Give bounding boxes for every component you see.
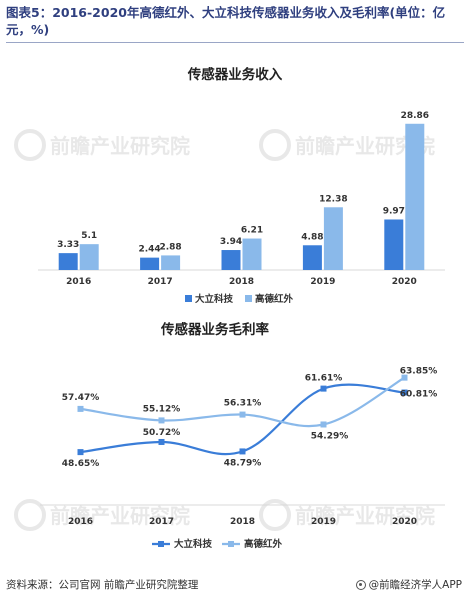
bar-x-tick-2017: 2017 bbox=[148, 277, 173, 287]
line-point-gaode-2017 bbox=[158, 417, 165, 424]
bar-x-tick-2018: 2018 bbox=[229, 277, 254, 287]
bar-label-gaode-2020: 28.86 bbox=[401, 111, 429, 121]
line-legend-label-0: 大立科技 bbox=[174, 538, 213, 550]
line-label-dali-2018: 48.79% bbox=[224, 458, 262, 468]
line-point-gaode-2019 bbox=[320, 421, 327, 428]
watermark-text: 前瞻产业研究院 bbox=[50, 504, 190, 528]
watermark-text: 前瞻产业研究院 bbox=[295, 504, 435, 528]
bar-x-tick-2016: 2016 bbox=[66, 277, 91, 287]
line-x-tick-2019: 2019 bbox=[311, 517, 336, 527]
bar-gaode-2019 bbox=[323, 207, 343, 270]
watermark-logo bbox=[14, 499, 46, 531]
bar-gaode-2020 bbox=[405, 123, 425, 270]
line-x-tick-2020: 2020 bbox=[392, 517, 417, 527]
line-point-dali-2017 bbox=[158, 438, 165, 445]
line-label-gaode-2019: 54.29% bbox=[311, 431, 349, 441]
bar-dali-2020 bbox=[384, 219, 404, 270]
bar-gaode-2018 bbox=[242, 238, 262, 270]
line-label-dali-2016: 48.65% bbox=[62, 459, 100, 469]
bar-x-tick-2019: 2019 bbox=[310, 277, 335, 287]
line-label-dali-2020: 60.81% bbox=[400, 390, 438, 400]
bar-gaode-2017 bbox=[161, 255, 181, 270]
line-x-tick-2017: 2017 bbox=[149, 517, 174, 527]
line-point-gaode-2018 bbox=[239, 411, 246, 418]
watermark-text: 前瞻产业研究院 bbox=[50, 134, 190, 158]
bar-dali-2019 bbox=[302, 245, 322, 270]
bar-chart-title: 传感器业务收入 bbox=[187, 66, 283, 83]
line-point-gaode-2016 bbox=[77, 405, 84, 412]
bar-x-tick-2020: 2020 bbox=[392, 277, 417, 287]
line-point-dali-2018 bbox=[239, 448, 246, 455]
bar-label-dali-2019: 4.88 bbox=[301, 232, 323, 242]
line-point-dali-2019 bbox=[320, 385, 327, 392]
bar-legend-swatch-0 bbox=[185, 295, 192, 302]
line-dali bbox=[80, 383, 405, 456]
brand-text: @前瞻经济学人APP bbox=[368, 579, 462, 591]
line-point-dali-2016 bbox=[77, 449, 84, 456]
line-label-gaode-2018: 56.31% bbox=[224, 399, 262, 409]
bar-label-gaode-2019: 12.38 bbox=[319, 194, 347, 204]
bar-label-dali-2020: 9.97 bbox=[383, 206, 405, 216]
source-note: 资料来源：公司官网 前瞻产业研究院整理 bbox=[6, 579, 199, 591]
bar-legend-label-0: 大立科技 bbox=[195, 293, 234, 305]
bar-dali-2018 bbox=[221, 250, 241, 270]
bar-dali-2016 bbox=[58, 253, 78, 270]
watermark-logo bbox=[259, 129, 291, 161]
line-legend-label-1: 高德红外 bbox=[244, 538, 283, 550]
watermark-logo bbox=[14, 129, 46, 161]
bar-label-gaode-2017: 2.88 bbox=[159, 242, 181, 252]
line-label-gaode-2020: 63.85% bbox=[400, 367, 438, 377]
figure-title: 图表5：2016-2020年高德红外、大立科技传感器业务收入及毛利率(单位：亿元… bbox=[6, 5, 446, 37]
line-label-gaode-2017: 55.12% bbox=[143, 404, 181, 414]
line-point-dali-2020 bbox=[401, 389, 408, 396]
line-legend-marker-1 bbox=[228, 541, 234, 547]
bar-label-dali-2016: 3.33 bbox=[57, 240, 79, 250]
line-legend-marker-0 bbox=[158, 541, 164, 547]
line-label-dali-2017: 50.72% bbox=[143, 428, 181, 438]
bar-gaode-2016 bbox=[79, 244, 99, 270]
line-point-gaode-2020 bbox=[401, 374, 408, 381]
line-x-tick-2016: 2016 bbox=[68, 517, 93, 527]
line-label-dali-2019: 61.61% bbox=[305, 374, 343, 384]
brand-credit: @前瞻经济学人APP bbox=[355, 577, 462, 592]
bar-legend-label-1: 高德红外 bbox=[255, 293, 294, 305]
bar-dali-2017 bbox=[140, 257, 160, 270]
line-chart-title: 传感器业务毛利率 bbox=[160, 321, 269, 338]
line-label-gaode-2016: 57.47% bbox=[62, 393, 100, 403]
bar-label-dali-2018: 3.94 bbox=[220, 237, 242, 247]
line-x-tick-2018: 2018 bbox=[230, 517, 255, 527]
title-rule bbox=[6, 42, 464, 43]
brand-logo-icon bbox=[355, 579, 366, 590]
bar-legend-swatch-1 bbox=[245, 295, 252, 302]
bar-label-gaode-2018: 6.21 bbox=[241, 226, 263, 236]
watermark-logo bbox=[259, 499, 291, 531]
bar-label-dali-2017: 2.44 bbox=[138, 245, 160, 255]
bar-label-gaode-2016: 5.1 bbox=[81, 231, 97, 241]
